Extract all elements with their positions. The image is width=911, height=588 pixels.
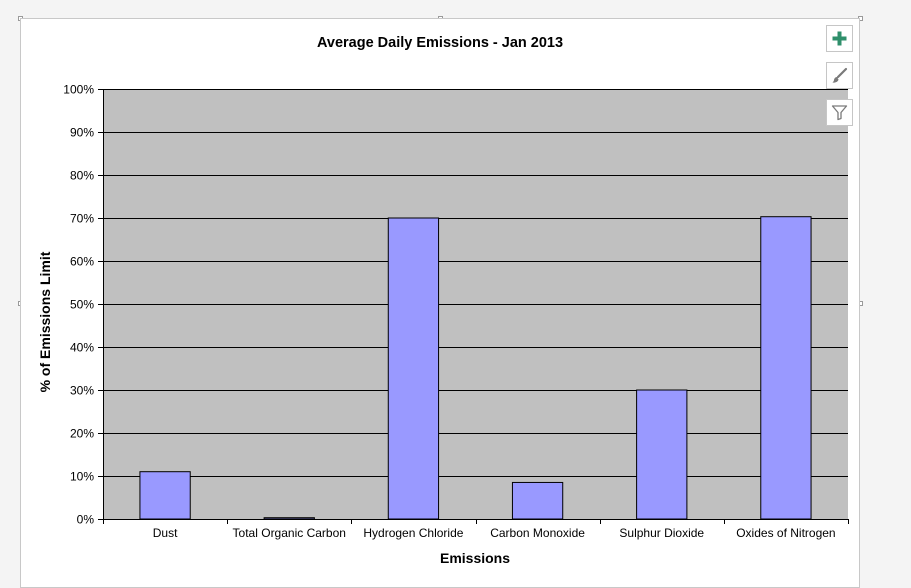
gridlines <box>103 89 848 477</box>
bars <box>139 216 812 520</box>
plus-icon <box>832 31 847 46</box>
paintbrush-icon <box>832 67 848 83</box>
chart-title: Average Daily Emissions - Jan 2013 <box>317 35 563 51</box>
bar <box>760 216 812 520</box>
x-tick-label: Total Organic Carbon <box>233 526 346 540</box>
y-axis-title: % of Emissions Limit <box>37 251 53 392</box>
chart-filters-button[interactable] <box>826 99 853 126</box>
y-tick-label: 100% <box>63 83 94 97</box>
y-tick-label: 50% <box>70 298 94 312</box>
y-axis-tick-labels: 0% 10% 20% 30% 40% 50% 60% 70% 80% 90% 100% <box>63 83 94 527</box>
y-tick-label: 30% <box>70 384 94 398</box>
y-tick-label: 40% <box>70 341 94 355</box>
bar <box>636 389 688 520</box>
y-tick-label: 80% <box>70 169 94 183</box>
y-tick-label: 20% <box>70 427 94 441</box>
axes <box>98 89 849 524</box>
bar <box>263 517 315 520</box>
filter-icon <box>831 105 848 121</box>
x-axis-title: Emissions <box>440 550 510 566</box>
chart-elements-button[interactable] <box>826 25 853 52</box>
x-tick-label: Dust <box>153 526 178 540</box>
y-tick-label: 0% <box>77 513 95 527</box>
bar <box>511 481 564 520</box>
x-axis-tick-labels: Dust Total Organic Carbon Hydrogen Chlorid… <box>153 526 836 540</box>
y-tick-label: 70% <box>70 212 94 226</box>
x-tick-label: Oxides of Nitrogen <box>736 526 835 540</box>
x-tick-label: Hydrogen Chloride <box>363 526 463 540</box>
x-tick-label: Carbon Monoxide <box>490 526 585 540</box>
x-tick-label: Sulphur Dioxide <box>619 526 704 540</box>
y-tick-label: 60% <box>70 255 94 269</box>
bar <box>387 217 440 520</box>
bar <box>139 471 191 520</box>
y-tick-label: 10% <box>70 470 94 484</box>
y-tick-label: 90% <box>70 126 94 140</box>
chart-styles-button[interactable] <box>826 62 853 89</box>
